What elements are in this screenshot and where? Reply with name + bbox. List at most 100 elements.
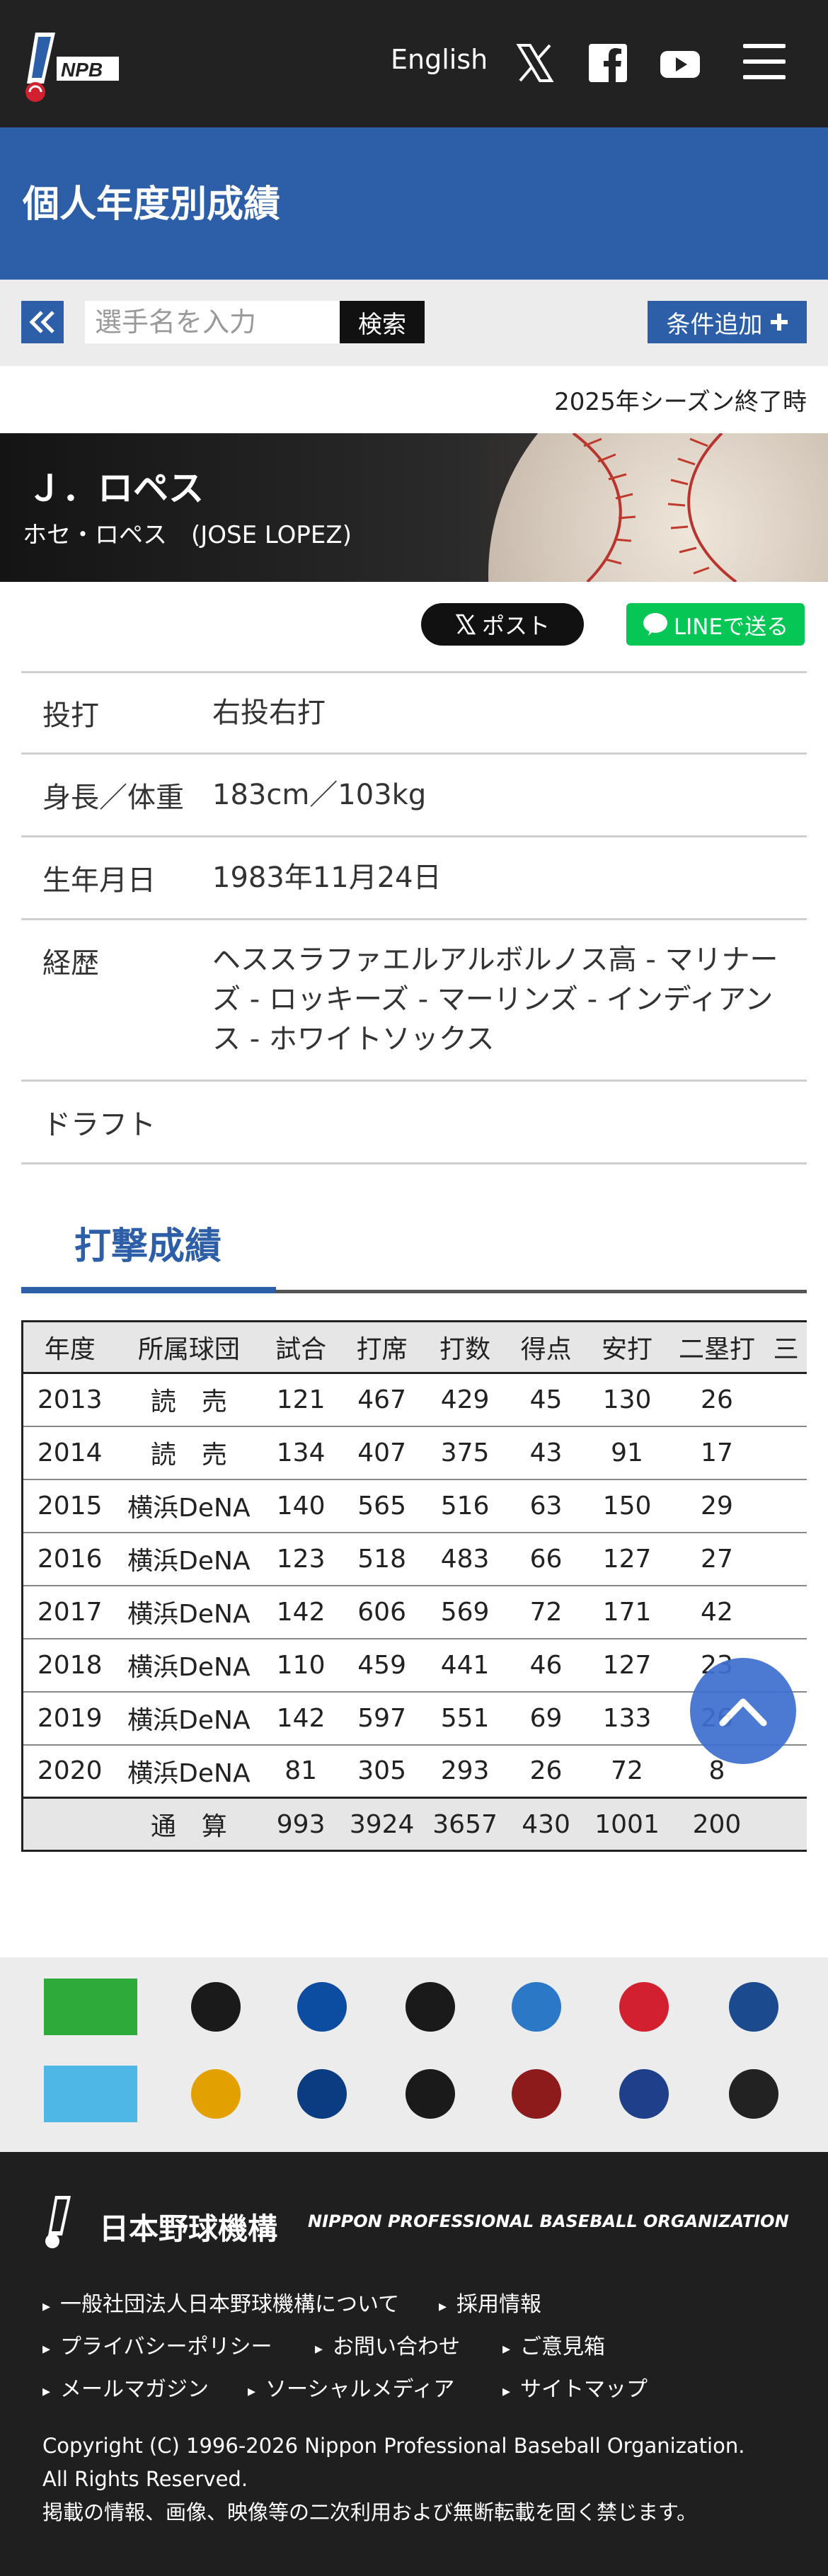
tigers-icon[interactable] [191,1982,241,2032]
profile-table: 投打 右投右打 身長／体重 183cm／103kg 生年月日 1983年11月2… [21,671,807,1164]
stat-cell: 27 [668,1532,766,1586]
baystars-icon[interactable] [297,1982,347,2032]
year-cell: 2018 [23,1638,117,1693]
profile-row: 生年月日 1983年11月24日 [21,837,807,920]
column-header: 安打 [585,1320,669,1374]
stat-cell: 3924 [340,1797,424,1852]
stat-cell: 127 [585,1532,669,1586]
stat-cell: 305 [340,1744,424,1799]
dragons-icon[interactable] [512,1982,561,2032]
eagles-icon[interactable] [512,2069,561,2119]
stat-cell: 407 [340,1426,424,1480]
copyright-notice: 掲載の情報、画像、映像等の二次利用および無断転載を固く禁じます。 [42,2500,698,2524]
footer-link-about[interactable]: 一般社団法人日本野球機構について [42,2286,399,2318]
stat-cell: 72 [506,1585,586,1639]
stat-cell: 91 [585,1426,669,1480]
x-post-label: ポスト [481,612,550,639]
back-button[interactable] [21,301,64,343]
hawks-icon[interactable] [191,2069,241,2119]
table-row: 2017 横浜DeNA 142 606 569 72 171 42 [23,1585,807,1639]
english-link[interactable]: English [391,44,488,75]
footer-link-feedback[interactable]: ご意見箱 [502,2329,605,2360]
stat-cell [765,1532,807,1586]
stat-cell: 69 [506,1691,586,1746]
x-icon[interactable] [514,42,556,84]
column-header: 年度 [23,1320,117,1374]
footer-link-contact[interactable]: お問い合わせ [315,2329,460,2360]
team-cell: 読 売 [116,1426,262,1480]
year-cell: 2014 [23,1426,117,1480]
batting-section-title: 打撃成績 [74,1225,222,1268]
team-cell: 横浜DeNA [116,1638,262,1693]
buffaloes-icon[interactable] [406,2069,455,2119]
player-search-input[interactable] [85,301,340,343]
add-condition-button[interactable]: 条件追加 [648,301,807,343]
carp-icon[interactable] [619,1982,669,2032]
npb-footer-logo[interactable] [42,2193,92,2250]
facebook-icon[interactable] [587,42,628,84]
x-post-button[interactable]: ポスト [421,603,584,646]
stat-cell [765,1797,807,1852]
footer-link-social[interactable]: ソーシャルメディア [248,2371,454,2403]
footer-link-privacy[interactable]: プライバシーポリシー [42,2329,272,2360]
stat-cell: 46 [506,1638,586,1693]
table-row: 2018横浜DeNA1104594414612723 [23,1638,807,1693]
profile-row: ドラフト [21,1082,807,1164]
stat-cell: 150 [585,1479,669,1533]
footer-link-sitemap[interactable]: サイトマップ [502,2371,648,2403]
stat-cell: 467 [340,1373,424,1427]
footer-link-recruit[interactable]: 採用情報 [439,2286,541,2318]
marines-icon[interactable] [729,2069,778,2119]
logo-text: NPB [61,59,103,81]
stat-cell: 375 [423,1426,507,1480]
footer [0,2152,828,2576]
stat-cell: 133 [585,1691,669,1746]
profile-value: 右投右打 [212,697,326,729]
stat-cell: 130 [585,1373,669,1427]
youtube-icon[interactable] [660,42,701,84]
stat-cell: 26 [506,1744,586,1799]
profile-label: 身長／体重 [42,782,184,814]
fighters-icon[interactable] [297,2069,347,2119]
profile-label: 生年月日 [42,864,156,897]
profile-value: 183cm／103kg [212,779,427,811]
npb-central-icon[interactable] [44,1979,137,2035]
stat-cell [765,1585,807,1639]
stat-cell: 441 [423,1638,507,1693]
stat-cell: 597 [340,1691,424,1746]
profile-label: 経歴 [42,947,99,980]
year-cell: 2015 [23,1479,117,1533]
line-share-button[interactable]: LINEで送る [626,603,805,646]
stat-cell [765,1426,807,1480]
table-header-row: 年度 所属球団 試合 打席 打数 得点 安打 二塁打 三 [23,1320,807,1374]
profile-label: 投打 [42,699,99,732]
stat-cell: 142 [261,1691,340,1746]
swallows-icon[interactable] [729,1982,778,2032]
line-icon [643,613,667,636]
search-button[interactable]: 検索 [340,301,425,343]
year-cell: 2020 [23,1744,117,1799]
plus-icon [770,314,788,331]
scroll-to-top-button[interactable] [690,1658,796,1764]
stat-cell: 142 [261,1585,340,1639]
lions-icon[interactable] [619,2069,669,2119]
stat-cell: 17 [668,1426,766,1480]
player-banner [0,433,828,582]
stat-cell: 81 [261,1744,340,1799]
stat-cell: 518 [340,1532,424,1586]
copyright-line: Copyright (C) 1996-2026 Nippon Professio… [42,2434,745,2458]
footer-org-name: 日本野球機構 [99,2211,278,2246]
baseball-seam [572,433,737,582]
footer-link-mailmag[interactable]: メールマガジン [42,2371,209,2403]
batting-stats-table[interactable]: 年度 所属球団 試合 打席 打数 得点 安打 二塁打 三 2013 読 売 121 4… [21,1320,807,1852]
stat-cell: 123 [261,1532,340,1586]
copyright: Copyright (C) 1996-2026 Nippon Professio… [42,2429,807,2529]
npb-logo[interactable]: NPB [20,27,126,105]
npb-pacific-icon[interactable] [44,2066,137,2122]
giants-icon[interactable] [406,1982,455,2032]
stat-cell: 483 [423,1532,507,1586]
page-title: 個人年度別成績 [23,183,281,226]
player-full-name: ホセ・ロペス (JOSE LOPEZ) [23,521,352,549]
menu-icon[interactable] [743,44,786,79]
stat-cell: 42 [668,1585,766,1639]
